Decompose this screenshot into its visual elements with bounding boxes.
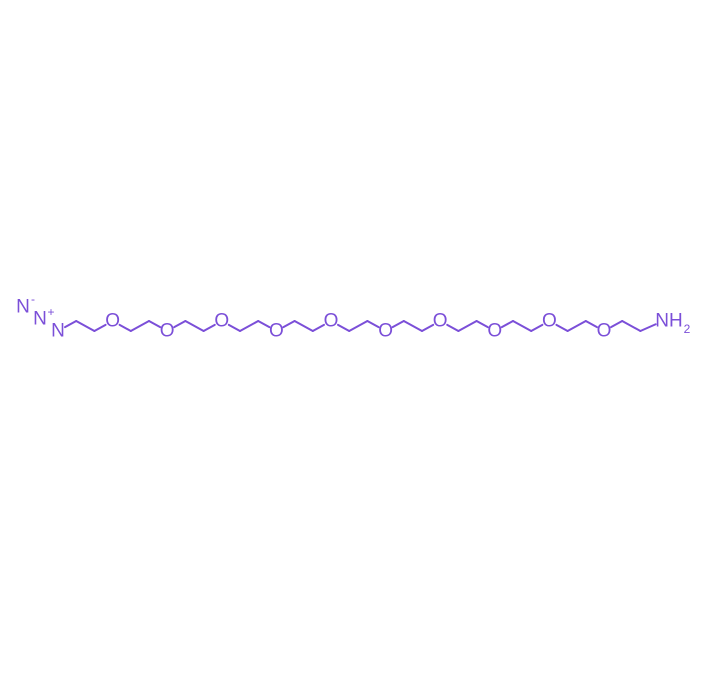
- oxygen-atom: O: [487, 321, 502, 342]
- bond: [282, 320, 296, 329]
- oxygen-atom: O: [160, 321, 175, 342]
- amine-subscript: 2: [684, 322, 691, 336]
- bond: [311, 323, 325, 332]
- bonds: [64, 320, 657, 332]
- bond: [75, 320, 96, 332]
- amine-nh: NH: [655, 311, 682, 332]
- bond: [512, 320, 533, 332]
- bond: [118, 323, 132, 332]
- bond: [500, 320, 514, 329]
- bond: [202, 323, 216, 332]
- azide-n2-charge: +: [47, 305, 54, 319]
- oxygen-atom: O: [324, 311, 339, 332]
- bond: [555, 323, 569, 332]
- bond: [129, 320, 150, 332]
- bond: [366, 320, 380, 329]
- oxygen-atom: O: [214, 311, 229, 332]
- bond: [639, 323, 657, 332]
- azide-n2: N: [33, 309, 47, 330]
- bond: [257, 320, 271, 329]
- bond: [227, 323, 241, 332]
- bond: [64, 320, 78, 329]
- azide-n3: N: [51, 321, 65, 342]
- oxygen-atom: O: [542, 311, 557, 332]
- bond: [391, 320, 405, 329]
- bond: [348, 320, 369, 332]
- bond: [173, 320, 187, 329]
- azide-n1-charge: -: [31, 292, 35, 306]
- bond: [584, 320, 598, 329]
- bond: [610, 320, 624, 329]
- bond: [446, 323, 460, 332]
- bond: [475, 320, 489, 329]
- bond: [566, 320, 587, 332]
- oxygen-atom: O: [269, 321, 284, 342]
- bond: [239, 320, 260, 332]
- bond: [337, 323, 351, 332]
- bond: [184, 320, 205, 332]
- oxygen-atom: O: [105, 311, 120, 332]
- bond: [421, 323, 435, 332]
- bond: [93, 323, 107, 332]
- bond: [293, 320, 314, 332]
- bond: [621, 320, 642, 332]
- bond: [402, 320, 423, 332]
- oxygen-atom: O: [378, 321, 393, 342]
- atoms: N - N + N NH 2 O O O O O O O O O O: [16, 292, 691, 342]
- bond: [457, 320, 478, 332]
- oxygen-atom: O: [597, 321, 612, 342]
- oxygen-atom: O: [433, 311, 448, 332]
- bond: [148, 320, 162, 329]
- bond: [530, 323, 544, 332]
- azide-n1: N: [16, 297, 30, 318]
